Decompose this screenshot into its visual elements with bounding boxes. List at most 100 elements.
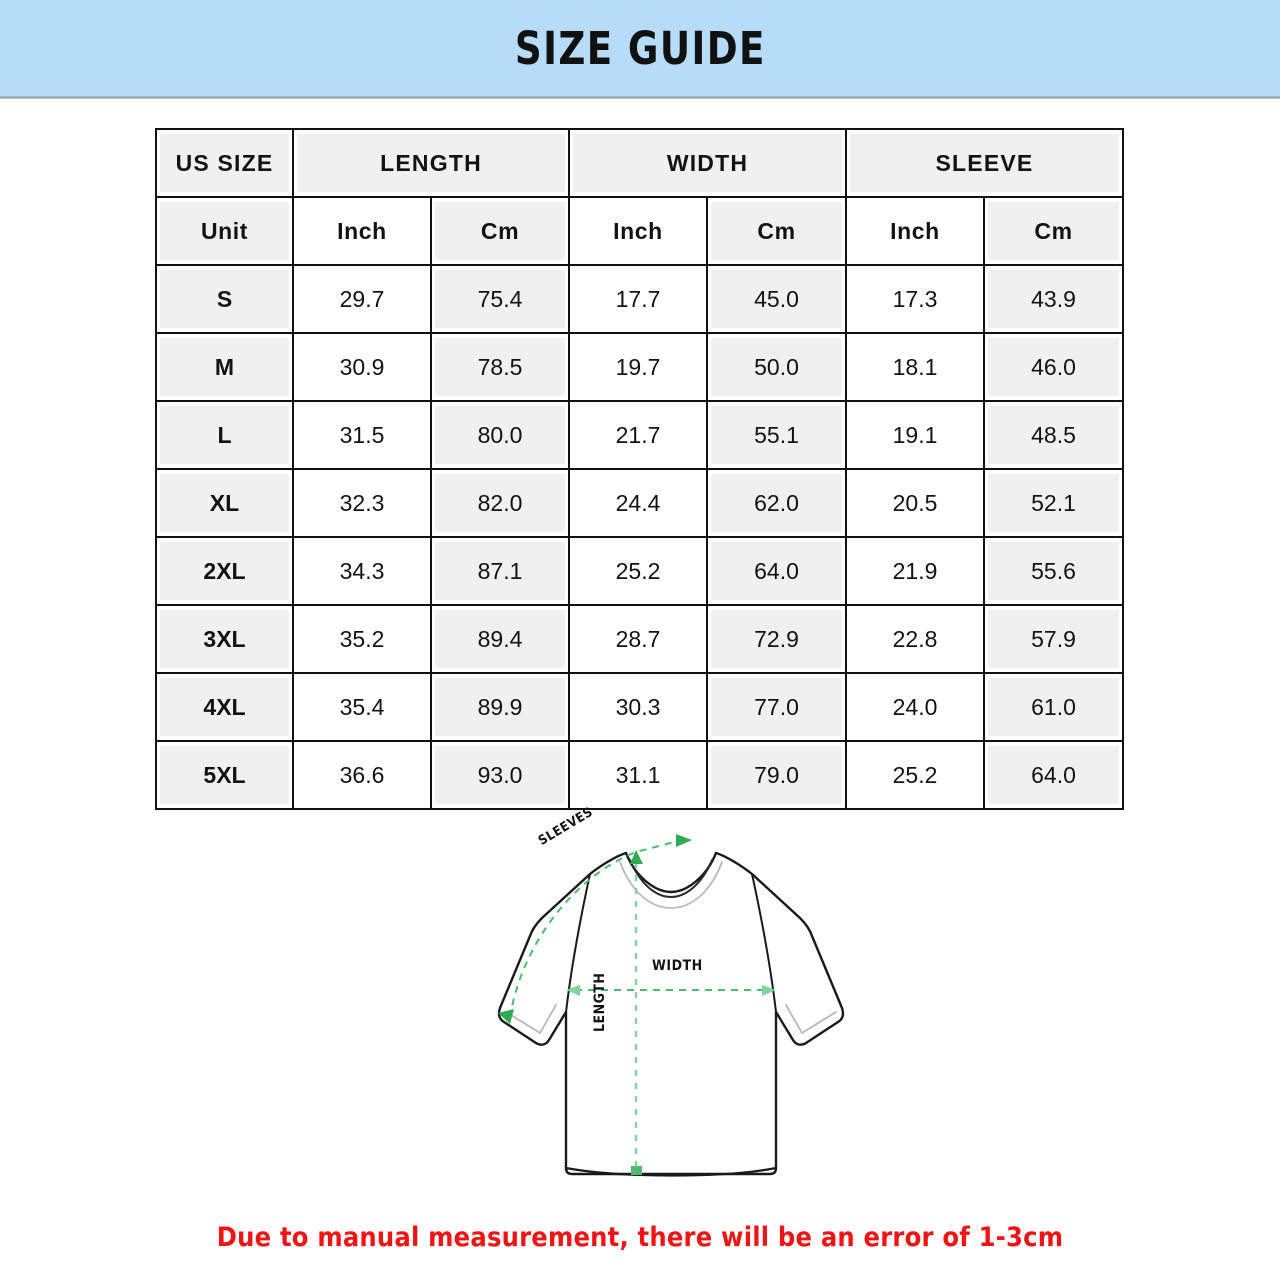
size-table-container: US SIZE LENGTH WIDTH SLEEVE Unit Inch	[155, 128, 1124, 810]
table-row: 4XL 35.4 89.9 30.3 77.0 24.0 61.0	[155, 672, 1124, 742]
page-title: SIZE GUIDE	[514, 21, 766, 75]
cell-sleeve-cm: 55.6	[983, 536, 1124, 606]
collar-inner-shadow	[619, 861, 723, 909]
size-table-body: S 29.7 75.4 17.7 45.0 17.3 43.9 M 30.9 78.5 19.7 50…	[155, 264, 1124, 810]
cell-length-inch: 35.2	[292, 604, 432, 674]
cell-size: 3XL	[155, 604, 294, 674]
tshirt-measurement-diagram: SLEEVES WIDTH LENGTH	[440, 800, 900, 1200]
cell-length-cm: 78.5	[430, 332, 570, 402]
cell-width-inch: 24.4	[568, 468, 708, 538]
table-row: XL 32.3 82.0 24.4 62.0 20.5 52.1	[155, 468, 1124, 538]
cell-sleeve-inch: 19.1	[845, 400, 985, 470]
cell-size: XL	[155, 468, 294, 538]
cell-sleeve-cm: 61.0	[983, 672, 1124, 742]
cell-width-inch: 28.7	[568, 604, 708, 674]
length-arrow-bottom	[631, 1166, 642, 1175]
cell-sleeve-cm: 57.9	[983, 604, 1124, 674]
shirt-outline	[497, 851, 845, 1177]
table-group-header-row: US SIZE LENGTH WIDTH SLEEVE	[155, 128, 1124, 198]
page-header-banner: SIZE GUIDE	[0, 0, 1280, 96]
sleeves-arrow-left	[498, 1009, 514, 1024]
measurement-guides	[498, 834, 776, 1175]
header-unit: Unit	[155, 196, 294, 266]
cell-sleeve-inch: 22.8	[845, 604, 985, 674]
cell-length-inch: 32.3	[292, 468, 432, 538]
header-length-cm: Cm	[430, 196, 570, 266]
size-chart-table: US SIZE LENGTH WIDTH SLEEVE Unit Inch	[155, 128, 1124, 810]
cell-length-cm: 93.0	[430, 740, 570, 810]
cell-width-inch: 25.2	[568, 536, 708, 606]
table-row: M 30.9 78.5 19.7 50.0 18.1 46.0	[155, 332, 1124, 402]
cell-length-inch: 29.7	[292, 264, 432, 334]
cell-length-inch: 36.6	[292, 740, 432, 810]
cell-length-cm: 80.0	[430, 400, 570, 470]
sleeve-seams	[565, 873, 777, 1013]
collar-rib	[629, 859, 713, 899]
cell-length-cm: 75.4	[430, 264, 570, 334]
cell-width-cm: 45.0	[706, 264, 847, 334]
sleeves-measure-line	[509, 839, 683, 1019]
header-length: LENGTH	[292, 128, 570, 198]
cell-sleeve-cm: 46.0	[983, 332, 1124, 402]
cell-length-inch: 34.3	[292, 536, 432, 606]
table-unit-header-row: Unit Inch Cm Inch Cm Inch Cm	[155, 196, 1124, 266]
cell-size: M	[155, 332, 294, 402]
header-width: WIDTH	[568, 128, 847, 198]
table-row: 3XL 35.2 89.4 28.7 72.9 22.8 57.9	[155, 604, 1124, 674]
header-sleeve-cm: Cm	[983, 196, 1124, 266]
cell-length-inch: 30.9	[292, 332, 432, 402]
cell-size: 4XL	[155, 672, 294, 742]
table-row: 5XL 36.6 93.0 31.1 79.0 25.2 64.0	[155, 740, 1124, 810]
cell-sleeve-cm: 52.1	[983, 468, 1124, 538]
cell-sleeve-inch: 24.0	[845, 672, 985, 742]
cell-length-inch: 31.5	[292, 400, 432, 470]
measurement-disclaimer: Due to manual measurement, there will be…	[216, 1222, 1064, 1253]
cell-length-cm: 87.1	[430, 536, 570, 606]
header-us-size: US SIZE	[155, 128, 294, 198]
header-length-inch: Inch	[292, 196, 432, 266]
width-arrow-left	[566, 985, 580, 996]
length-label: LENGTH	[592, 972, 608, 1032]
cell-width-cm: 79.0	[706, 740, 847, 810]
cell-width-cm: 50.0	[706, 332, 847, 402]
cell-size: 5XL	[155, 740, 294, 810]
table-row: L 31.5 80.0 21.7 55.1 19.1 48.5	[155, 400, 1124, 470]
cell-sleeve-inch: 17.3	[845, 264, 985, 334]
cuff-shading	[505, 1004, 837, 1035]
header-width-cm: Cm	[706, 196, 847, 266]
cell-size: 2XL	[155, 536, 294, 606]
width-arrow-right	[762, 985, 776, 996]
cell-sleeve-inch: 18.1	[845, 332, 985, 402]
banner-divider	[0, 96, 1280, 99]
cell-sleeve-inch: 20.5	[845, 468, 985, 538]
header-width-inch: Inch	[568, 196, 708, 266]
cell-width-inch: 19.7	[568, 332, 708, 402]
cell-width-cm: 64.0	[706, 536, 847, 606]
width-label: WIDTH	[652, 958, 703, 974]
cell-length-inch: 35.4	[292, 672, 432, 742]
cell-width-cm: 72.9	[706, 604, 847, 674]
tshirt-illustration	[497, 834, 845, 1177]
cell-sleeve-inch: 21.9	[845, 536, 985, 606]
cell-width-cm: 77.0	[706, 672, 847, 742]
cell-sleeve-inch: 25.2	[845, 740, 985, 810]
cell-width-cm: 55.1	[706, 400, 847, 470]
table-row: S 29.7 75.4 17.7 45.0 17.3 43.9	[155, 264, 1124, 334]
cell-sleeve-cm: 64.0	[983, 740, 1124, 810]
cell-sleeve-cm: 48.5	[983, 400, 1124, 470]
sleeves-arrow-right	[676, 834, 692, 847]
table-row: 2XL 34.3 87.1 25.2 64.0 21.9 55.6	[155, 536, 1124, 606]
cell-width-inch: 31.1	[568, 740, 708, 810]
cell-width-cm: 62.0	[706, 468, 847, 538]
header-sleeve-inch: Inch	[845, 196, 985, 266]
cell-width-inch: 17.7	[568, 264, 708, 334]
header-sleeve: SLEEVE	[845, 128, 1124, 198]
cell-width-inch: 21.7	[568, 400, 708, 470]
cell-sleeve-cm: 43.9	[983, 264, 1124, 334]
cell-size: L	[155, 400, 294, 470]
length-arrow-top	[630, 850, 643, 864]
cell-length-cm: 89.9	[430, 672, 570, 742]
cell-length-cm: 89.4	[430, 604, 570, 674]
cell-width-inch: 30.3	[568, 672, 708, 742]
cell-length-cm: 82.0	[430, 468, 570, 538]
